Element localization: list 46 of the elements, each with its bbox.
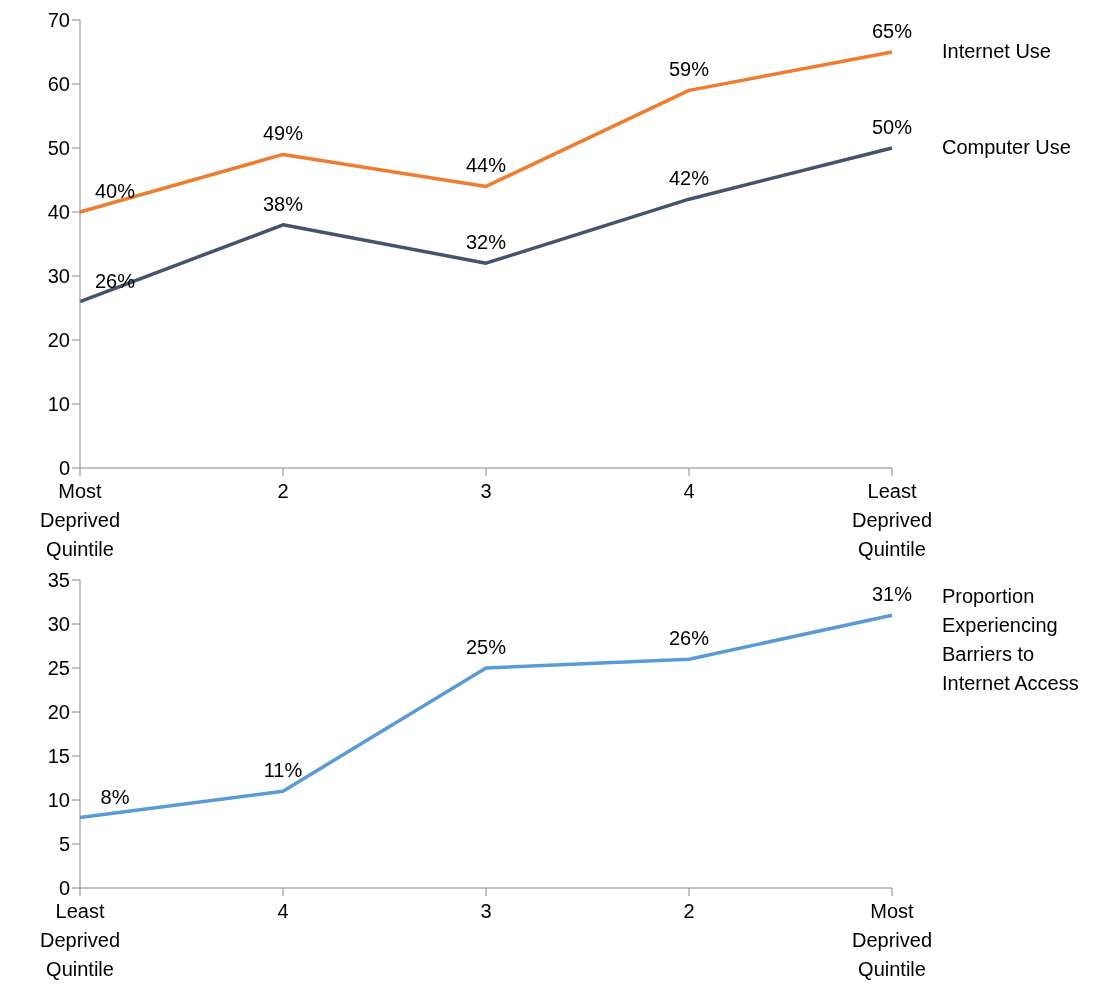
data-label: 49% bbox=[262, 122, 304, 145]
x-tick-label: 4 bbox=[277, 900, 289, 922]
y-tick-label: 35 bbox=[47, 569, 70, 592]
y-tick-label: 50 bbox=[47, 137, 70, 160]
data-label: 50% bbox=[871, 116, 913, 138]
x-tick-label: 2 bbox=[277, 480, 289, 502]
x-tick-label: 3 bbox=[480, 480, 492, 502]
data-label: 42% bbox=[668, 167, 710, 190]
y-tick-label: 30 bbox=[47, 613, 70, 636]
y-tick-label: 60 bbox=[47, 73, 70, 96]
y-tick-label: 20 bbox=[47, 701, 70, 724]
data-label: 40% bbox=[94, 180, 136, 202]
x-tick-label: 2 bbox=[683, 900, 695, 922]
x-tick-label: Most Deprived Quintile bbox=[851, 900, 933, 980]
data-label: 44% bbox=[465, 154, 507, 177]
data-label: 11% bbox=[263, 759, 303, 782]
y-tick-label: 10 bbox=[47, 789, 70, 812]
y-tick-label: 30 bbox=[47, 265, 70, 288]
x-tick-label: Most Deprived Quintile bbox=[39, 480, 121, 560]
y-tick-label: 15 bbox=[47, 745, 70, 768]
data-label: 38% bbox=[262, 192, 304, 215]
y-tick-label: 70 bbox=[47, 9, 70, 32]
y-tick-label: 40 bbox=[47, 201, 70, 224]
text: Computer Use bbox=[942, 136, 1071, 158]
data-label: 26% bbox=[94, 269, 136, 292]
x-tick-label: Least Deprived Quintile bbox=[851, 480, 933, 560]
line-series bbox=[78, 146, 894, 304]
y-tick-label: 0 bbox=[58, 877, 70, 900]
text: Proportion Experiencing Barriers to Internet Access bbox=[942, 585, 1079, 695]
data-label: 32% bbox=[465, 231, 507, 254]
y-tick-label: 10 bbox=[47, 393, 70, 416]
line-series bbox=[78, 613, 894, 820]
y-tick-label: 5 bbox=[58, 833, 70, 856]
x-tick-label: 3 bbox=[480, 900, 492, 922]
x-tick-label: Least Deprived Quintile bbox=[39, 900, 121, 980]
y-tick-label: 25 bbox=[47, 657, 70, 680]
data-label: 59% bbox=[668, 58, 710, 81]
y-tick-label: 20 bbox=[47, 329, 70, 352]
data-label: 25% bbox=[465, 636, 507, 658]
y-tick-label: 0 bbox=[58, 457, 70, 480]
text: Internet Use bbox=[942, 40, 1051, 62]
x-tick-label: 4 bbox=[683, 480, 695, 502]
data-label: 65% bbox=[871, 20, 913, 42]
data-label: 8% bbox=[100, 785, 130, 808]
data-label: 31% bbox=[871, 583, 913, 606]
data-label: 26% bbox=[668, 627, 710, 650]
